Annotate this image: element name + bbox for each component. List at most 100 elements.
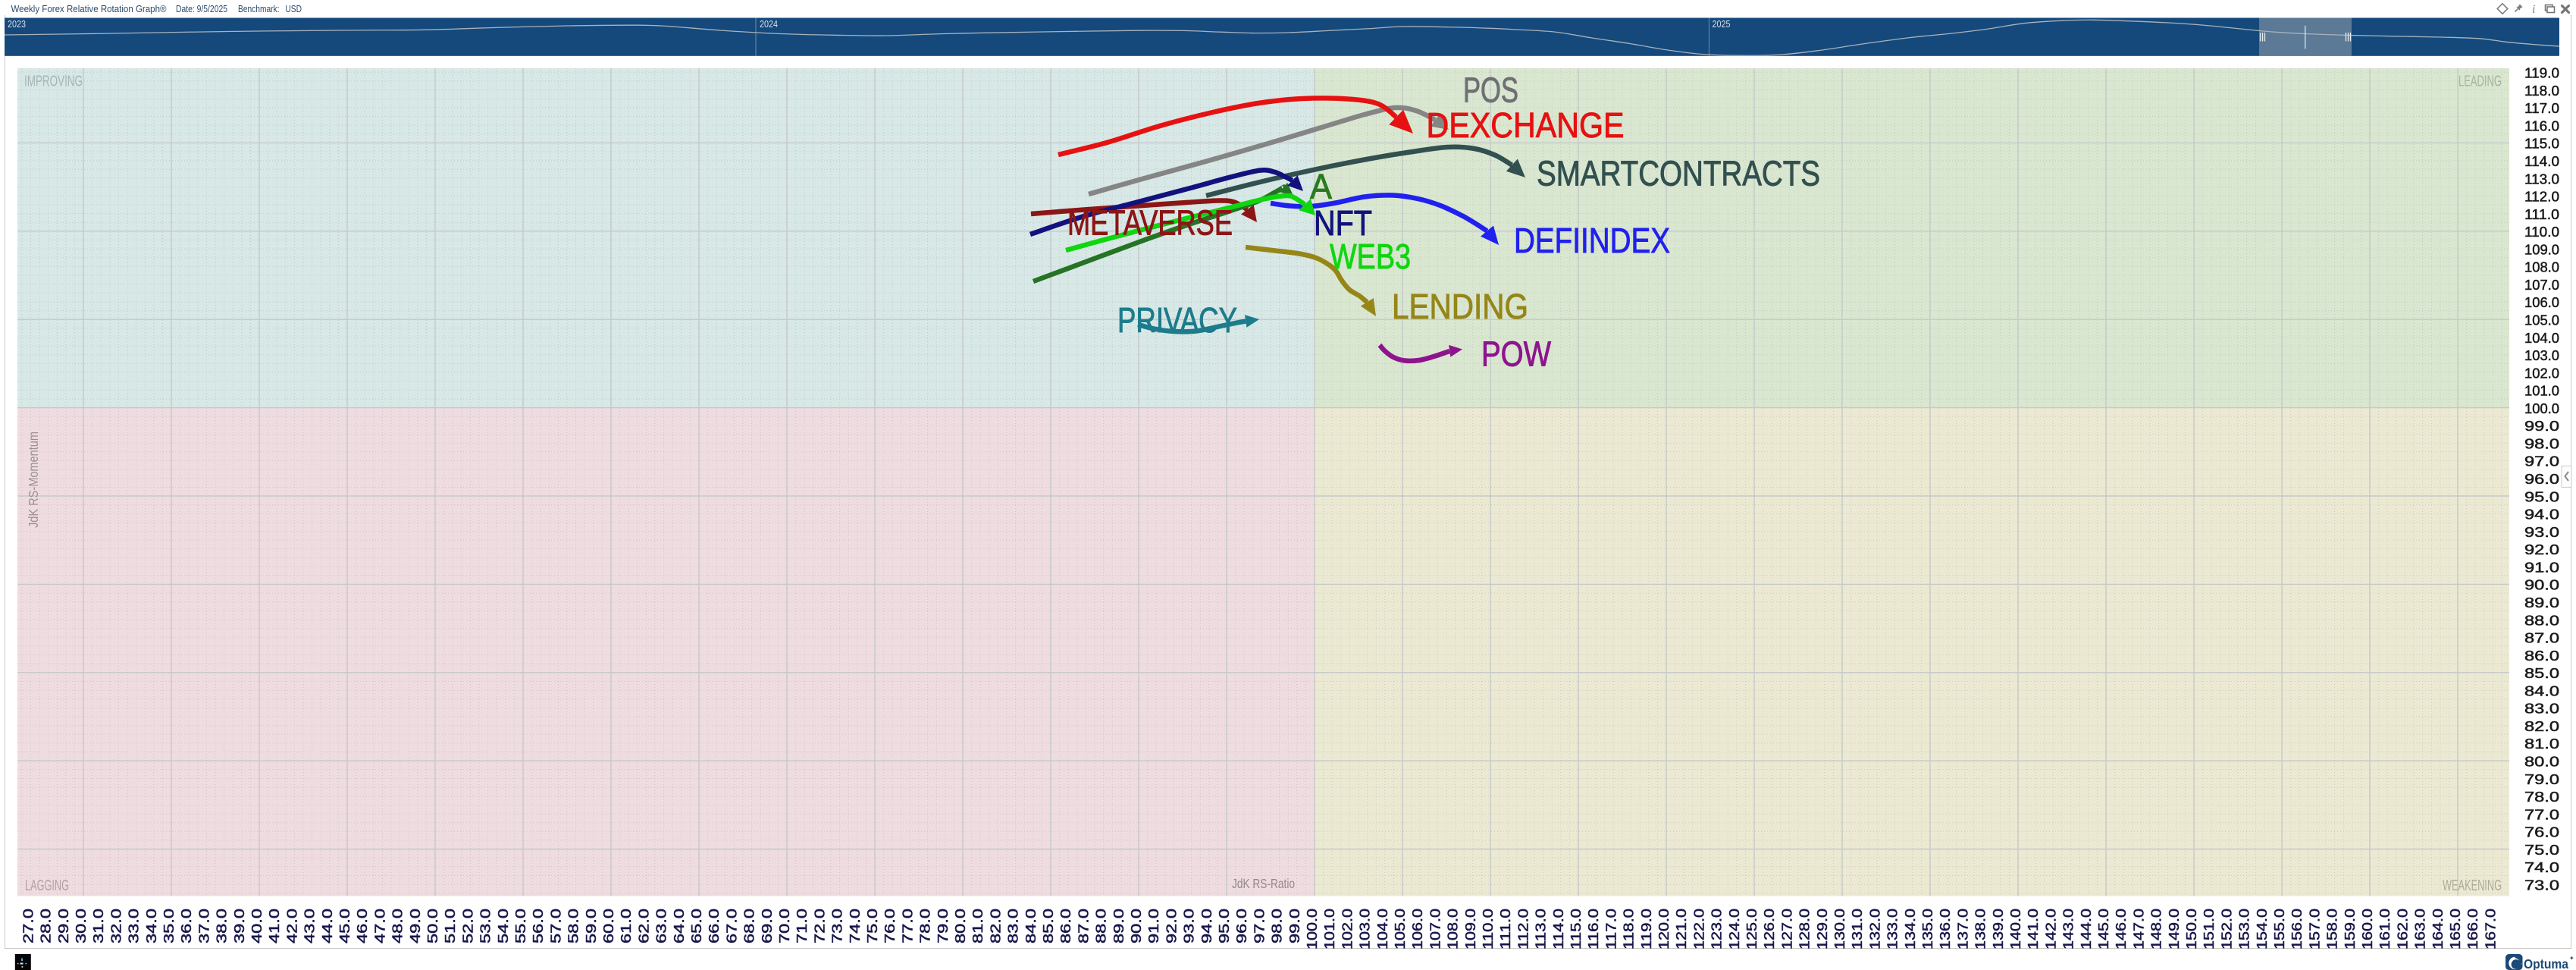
svg-text:34.0: 34.0 <box>144 909 159 943</box>
svg-text:155.0: 155.0 <box>2272 909 2287 950</box>
svg-text:108.0: 108.0 <box>1446 909 1461 950</box>
svg-text:132.0: 132.0 <box>1867 909 1882 950</box>
svg-text:102.0: 102.0 <box>2524 366 2559 381</box>
svg-text:53.0: 53.0 <box>478 909 494 943</box>
svg-text:74.0: 74.0 <box>2524 860 2559 875</box>
svg-text:104.0: 104.0 <box>1375 909 1390 950</box>
svg-text:91.0: 91.0 <box>2524 560 2559 575</box>
svg-text:63.0: 63.0 <box>654 909 669 943</box>
svg-text:64.0: 64.0 <box>672 909 687 943</box>
svg-text:31.0: 31.0 <box>91 909 106 943</box>
svg-text:121.0: 121.0 <box>1674 909 1689 950</box>
svg-text:167.0: 167.0 <box>2483 909 2498 950</box>
svg-text:69.0: 69.0 <box>760 909 775 943</box>
svg-text:111.0: 111.0 <box>2524 207 2559 222</box>
svg-text:50.0: 50.0 <box>425 909 440 943</box>
svg-text:80.0: 80.0 <box>953 909 968 943</box>
svg-text:105.0: 105.0 <box>1393 909 1408 950</box>
svg-text:160.0: 160.0 <box>2360 909 2375 950</box>
svg-text:JdK RS-Ratio: JdK RS-Ratio <box>1232 876 1295 891</box>
svg-text:79.0: 79.0 <box>2524 772 2559 787</box>
svg-text:119.0: 119.0 <box>2524 66 2559 81</box>
svg-text:166.0: 166.0 <box>2465 909 2480 950</box>
svg-text:135.0: 135.0 <box>1920 909 1935 950</box>
svg-text:82.0: 82.0 <box>2524 719 2559 734</box>
svg-text:POS: POS <box>1463 71 1518 110</box>
svg-text:90.0: 90.0 <box>1129 909 1144 943</box>
svg-text:158.0: 158.0 <box>2325 909 2340 950</box>
svg-text:84.0: 84.0 <box>2524 683 2559 698</box>
svg-text:110.0: 110.0 <box>2524 224 2559 240</box>
svg-text:73.0: 73.0 <box>830 909 845 943</box>
svg-text:111.0: 111.0 <box>1498 909 1513 950</box>
svg-text:88.0: 88.0 <box>1094 909 1109 943</box>
svg-text:DEFIINDEX: DEFIINDEX <box>1514 221 1670 260</box>
svg-text:116.0: 116.0 <box>1586 909 1601 950</box>
svg-text:84.0: 84.0 <box>1023 909 1039 943</box>
svg-text:74.0: 74.0 <box>848 909 863 943</box>
svg-text:88.0: 88.0 <box>2524 613 2559 628</box>
svg-text:49.0: 49.0 <box>408 909 423 943</box>
svg-text:45.0: 45.0 <box>337 909 353 943</box>
svg-text:94.0: 94.0 <box>1199 909 1214 943</box>
svg-text:POW: POW <box>1481 334 1551 374</box>
svg-text:106.0: 106.0 <box>2524 295 2559 310</box>
svg-text:100.0: 100.0 <box>1305 909 1320 950</box>
svg-text:73.0: 73.0 <box>2524 878 2559 893</box>
svg-text:2025: 2025 <box>1713 18 1731 30</box>
svg-text:41.0: 41.0 <box>267 909 282 943</box>
svg-text:98.0: 98.0 <box>1270 909 1285 943</box>
svg-text:78.0: 78.0 <box>2524 789 2559 805</box>
svg-text:112.0: 112.0 <box>2524 190 2559 205</box>
svg-text:WEAKENING: WEAKENING <box>2443 877 2502 894</box>
svg-text:113.0: 113.0 <box>2524 171 2559 187</box>
svg-text:96.0: 96.0 <box>1234 909 1249 943</box>
svg-text:72.0: 72.0 <box>812 909 827 943</box>
svg-text:77.0: 77.0 <box>900 909 915 943</box>
svg-text:Benchmark: USD: Benchmark: USD <box>238 3 302 14</box>
svg-text:115.0: 115.0 <box>2524 137 2559 152</box>
svg-text:2024: 2024 <box>760 18 778 30</box>
svg-text:39.0: 39.0 <box>232 909 247 943</box>
svg-text:163.0: 163.0 <box>2413 909 2428 950</box>
svg-text:130.0: 130.0 <box>1832 909 1847 950</box>
svg-text:92.0: 92.0 <box>1164 909 1179 943</box>
svg-text:97.0: 97.0 <box>1252 909 1267 943</box>
svg-text:142.0: 142.0 <box>2043 909 2058 950</box>
svg-text:LENDING: LENDING <box>1392 287 1528 326</box>
svg-text:76.0: 76.0 <box>882 909 898 943</box>
svg-text:75.0: 75.0 <box>2524 843 2559 858</box>
svg-text:150.0: 150.0 <box>2184 909 2199 950</box>
svg-text:30.0: 30.0 <box>74 909 89 943</box>
svg-text:164.0: 164.0 <box>2430 909 2446 950</box>
svg-text:156.0: 156.0 <box>2289 909 2305 950</box>
svg-text:27.0: 27.0 <box>20 909 36 943</box>
svg-text:87.0: 87.0 <box>2524 631 2559 646</box>
svg-text:124.0: 124.0 <box>1727 909 1742 950</box>
svg-text:Weekly Forex Relative Rotation: Weekly Forex Relative Rotation Graph® <box>11 3 167 14</box>
svg-text:128.0: 128.0 <box>1797 909 1813 950</box>
svg-text:141.0: 141.0 <box>2026 909 2041 950</box>
svg-text:Optuma: Optuma <box>2524 956 2568 970</box>
svg-text:86.0: 86.0 <box>2524 648 2559 664</box>
svg-text:101.0: 101.0 <box>2524 384 2559 399</box>
svg-text:106.0: 106.0 <box>1410 909 1425 950</box>
svg-text:46.0: 46.0 <box>355 909 370 943</box>
svg-text:139.0: 139.0 <box>1991 909 2006 950</box>
svg-text:104.0: 104.0 <box>2524 331 2559 346</box>
svg-text:89.0: 89.0 <box>2524 595 2559 611</box>
svg-text:93.0: 93.0 <box>1182 909 1197 943</box>
svg-text:28.0: 28.0 <box>39 909 54 943</box>
svg-text:2023: 2023 <box>8 18 26 30</box>
svg-text:38.0: 38.0 <box>215 909 230 943</box>
svg-text:148.0: 148.0 <box>2149 909 2164 950</box>
svg-text:NFT: NFT <box>1314 203 1372 243</box>
svg-text:IMPROVING: IMPROVING <box>24 73 83 90</box>
svg-text:123.0: 123.0 <box>1709 909 1725 950</box>
svg-text:118.0: 118.0 <box>1622 909 1637 950</box>
svg-text:70.0: 70.0 <box>777 909 792 943</box>
svg-text:83.0: 83.0 <box>1006 909 1021 943</box>
svg-text:99.0: 99.0 <box>2524 419 2559 434</box>
svg-text:LAGGING: LAGGING <box>25 877 69 894</box>
svg-text:56.0: 56.0 <box>531 909 546 943</box>
